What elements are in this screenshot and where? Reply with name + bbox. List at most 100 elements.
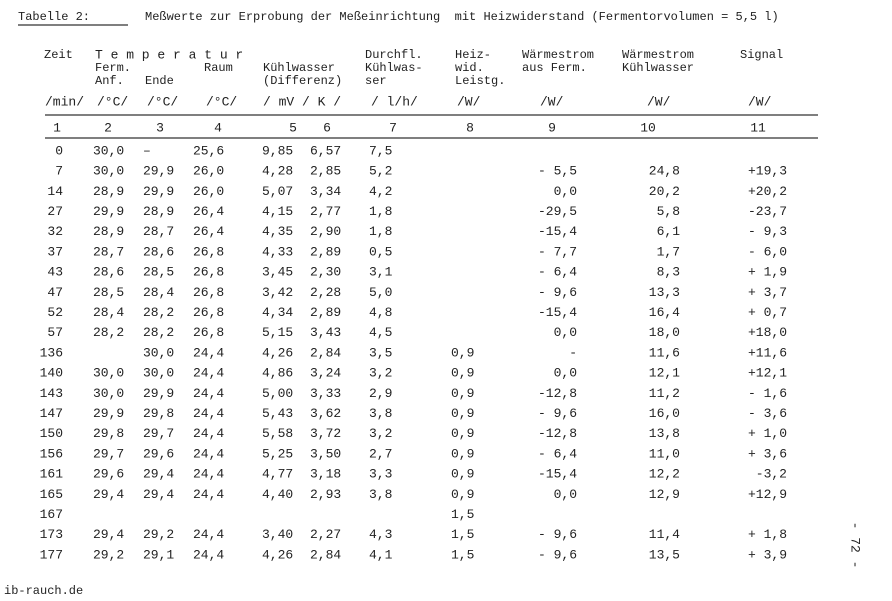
cell: 1,5 <box>451 527 474 542</box>
column-head: Durchfl. <box>365 48 423 62</box>
cell: 26,8 <box>193 305 224 320</box>
cell: 3,1 <box>369 265 393 280</box>
unit: /W/ <box>647 94 671 109</box>
cell: 3,18 <box>310 467 341 482</box>
cell: 27 <box>47 204 63 219</box>
cell: 156 <box>40 446 63 461</box>
cell: 26,8 <box>193 244 224 259</box>
cell: - 9,6 <box>538 547 577 562</box>
cell: 29,4 <box>143 467 174 482</box>
cell: 4,26 <box>262 345 293 360</box>
cell: 2,77 <box>310 204 341 219</box>
cell: 143 <box>40 386 63 401</box>
cell: 5,15 <box>262 325 293 340</box>
cell: +12,9 <box>748 487 787 502</box>
cell: 28,2 <box>143 325 174 340</box>
column-head: Raum <box>204 61 233 75</box>
column-number: 4 <box>214 120 222 135</box>
column-number: 9 <box>548 120 556 135</box>
cell: 5,43 <box>262 406 293 421</box>
cell: 165 <box>40 487 63 502</box>
cell: 26,8 <box>193 285 224 300</box>
cell: 24,4 <box>193 406 224 421</box>
cell: 6,1 <box>657 224 681 239</box>
cell: 26,0 <box>193 184 224 199</box>
cell: - 7,7 <box>538 244 577 259</box>
cell: - 3,6 <box>748 406 787 421</box>
cell: 29,9 <box>93 406 124 421</box>
column-head: wid. <box>455 61 484 75</box>
unit: /°C/ <box>206 94 237 109</box>
cell: 8,3 <box>657 265 680 280</box>
cell: 3,2 <box>369 366 392 381</box>
cell: - 9,6 <box>538 406 577 421</box>
cell: +20,2 <box>748 184 787 199</box>
cell: 29,9 <box>143 184 174 199</box>
cell: 30,0 <box>93 366 124 381</box>
cell: 4,1 <box>369 547 393 562</box>
cell: 5,25 <box>262 446 293 461</box>
cell: 0,9 <box>451 487 474 502</box>
cell: 16,0 <box>649 406 680 421</box>
cell: + 3,6 <box>748 446 787 461</box>
cell: 4,77 <box>262 467 293 482</box>
unit: /W/ <box>457 94 481 109</box>
column-head: Leistg. <box>455 74 505 88</box>
cell: 24,4 <box>193 366 224 381</box>
cell: 4,86 <box>262 366 293 381</box>
cell: 29,7 <box>93 446 124 461</box>
column-number: 1 <box>53 120 61 135</box>
cell: 5,0 <box>369 285 392 300</box>
cell: 3,72 <box>310 426 341 441</box>
cell: 136 <box>40 345 63 360</box>
cell: - 6,0 <box>748 244 787 259</box>
cell: -29,5 <box>538 204 577 219</box>
column-number: 8 <box>466 120 474 135</box>
unit: /min/ <box>45 94 84 109</box>
cell: 28,2 <box>143 305 174 320</box>
cell: 1,8 <box>369 204 392 219</box>
cell: 161 <box>40 467 64 482</box>
cell: 0,9 <box>451 406 474 421</box>
cell: 4,35 <box>262 224 293 239</box>
cell: - 9,6 <box>538 285 577 300</box>
cell: 3,34 <box>310 184 341 199</box>
cell: 30,0 <box>143 345 174 360</box>
cell: 29,4 <box>93 527 124 542</box>
column-number: 7 <box>389 120 397 135</box>
cell: 0,0 <box>554 184 577 199</box>
cell: 3,5 <box>369 345 392 360</box>
cell: 29,8 <box>143 406 174 421</box>
cell: 3,45 <box>262 265 293 280</box>
cell: 37 <box>47 244 63 259</box>
cell: -23,7 <box>748 204 787 219</box>
cell: 12,1 <box>649 366 680 381</box>
cell: 30,0 <box>93 164 124 179</box>
cell: + 1,0 <box>748 426 787 441</box>
cell: 0,9 <box>451 366 474 381</box>
cell: 43 <box>47 265 63 280</box>
cell: 140 <box>40 366 63 381</box>
cell: 5,2 <box>369 164 392 179</box>
cell: 29,4 <box>93 487 124 502</box>
cell: 47 <box>47 285 63 300</box>
cell: 167 <box>40 507 63 522</box>
cell: 29,2 <box>93 547 124 562</box>
cell: 2,7 <box>369 446 392 461</box>
cell: 30,0 <box>93 143 124 158</box>
page-number: - 72 - <box>848 522 863 569</box>
cell: 173 <box>40 527 63 542</box>
cell: 28,2 <box>93 325 124 340</box>
column-head: Anf. <box>95 74 124 88</box>
cell: -15,4 <box>538 467 577 482</box>
cell: 14 <box>47 184 63 199</box>
cell: 2,84 <box>310 345 341 360</box>
cell: 0,9 <box>451 467 474 482</box>
cell: 28,6 <box>93 265 124 280</box>
cell: 18,0 <box>649 325 680 340</box>
cell: + 0,7 <box>748 305 787 320</box>
cell: 2,93 <box>310 487 341 502</box>
cell: 29,9 <box>143 386 174 401</box>
cell: 52 <box>47 305 63 320</box>
cell: 3,2 <box>369 426 392 441</box>
